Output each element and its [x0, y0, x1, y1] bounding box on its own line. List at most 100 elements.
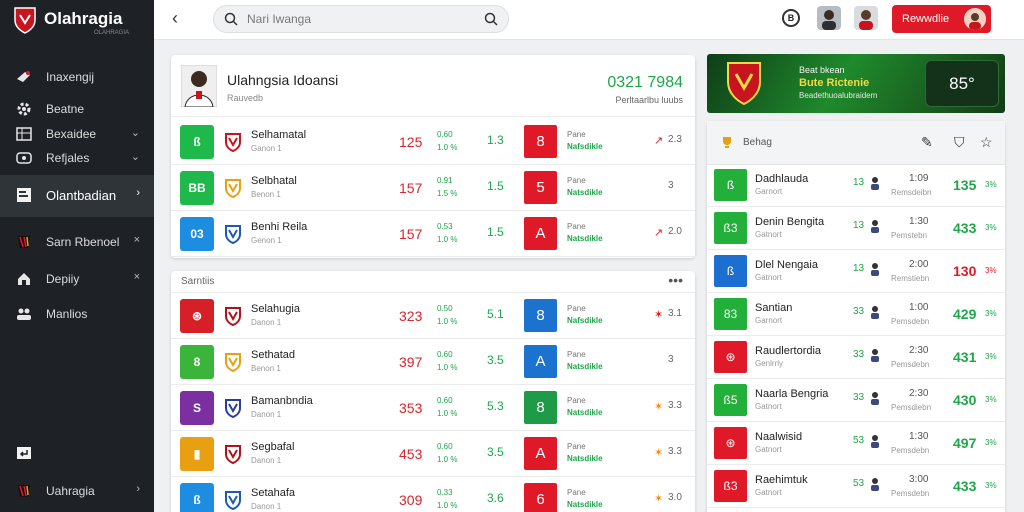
- list-item[interactable]: 83 Santian Garnort 33 1:00 Pemsdebn 429 3%: [707, 294, 1005, 336]
- sidebar-item[interactable]: [0, 441, 154, 465]
- stat-b: 1.0 %: [437, 409, 458, 418]
- sidebar-item[interactable]: Beatne: [0, 97, 154, 121]
- team-name: Santian: [755, 302, 793, 314]
- chevron-icon[interactable]: ×: [133, 234, 140, 246]
- team-badge: ⊛: [714, 341, 747, 373]
- team-name: Naalwisid: [755, 431, 803, 443]
- list-item[interactable]: ß3 Raehimtuk Gatnort 53 3:00 Pemsdebn 433 3%: [707, 466, 1005, 508]
- result-box[interactable]: A: [524, 217, 557, 250]
- table-row[interactable]: S Bamanbndia Danon 1 353 0.60 1.0 % 5.3 8 Pane Na…: [171, 385, 695, 431]
- team-sub: Genon 1: [251, 236, 282, 245]
- search-bar[interactable]: Nari Iwanga: [213, 5, 509, 33]
- result-box[interactable]: 8: [524, 125, 557, 158]
- brand[interactable]: Olahragia OLAHRAGIA: [12, 6, 147, 36]
- sidebar-item[interactable]: Sarn Rbenoel ×: [0, 230, 154, 254]
- list-item[interactable]: ß Dlel Nengaia Gatnort 13 2:00 Remstiebn 130 3%: [707, 251, 1005, 293]
- stat-b: 1.0 %: [437, 143, 458, 152]
- table-row[interactable]: 03 Benhi Reila Genon 1 157 0.53 1.0 % 1.5 A Pane…: [171, 211, 695, 257]
- sidebar-item[interactable]: Inaxengij: [0, 65, 154, 89]
- rank-value: 53: [853, 478, 865, 489]
- team-sub: Gatnort: [755, 230, 782, 239]
- result-box[interactable]: A: [524, 345, 557, 378]
- result-box[interactable]: 5: [524, 171, 557, 204]
- score-percent: 3%: [985, 180, 997, 189]
- table-row[interactable]: ß Setahafa Danon 1 309 0.33 1.0 % 3.6 6 Pane Nats…: [171, 477, 695, 512]
- club-crest-icon: [224, 352, 242, 373]
- player-icon: [871, 392, 879, 405]
- table-row[interactable]: ⊛ Selahugia Danon 1 323 0.50 1.0 % 5.1 8 Pane Naf…: [171, 293, 695, 339]
- result-box[interactable]: 6: [524, 483, 557, 512]
- score-percent: 3%: [985, 223, 997, 232]
- chevron-icon[interactable]: ›: [136, 483, 140, 495]
- main-value: 453: [399, 446, 423, 462]
- box-label: Pane: [567, 130, 586, 139]
- stat-b: 1.0 %: [437, 501, 458, 510]
- table-row[interactable]: 8 Sethatad Benon 1 397 0.60 1.0 % 3.5 A Pane Nats…: [171, 339, 695, 385]
- trend-icon: ✶: [654, 447, 664, 459]
- table-row[interactable]: BB Selbhatal Benon 1 157 0.91 1.5 % 1.5 5 Pane Na…: [171, 165, 695, 211]
- sidebar-item[interactable]: Bexaidee ⌄: [0, 122, 154, 146]
- more-icon[interactable]: •••: [668, 272, 683, 288]
- chevron-icon[interactable]: ⌄: [130, 151, 140, 163]
- result-box[interactable]: 8: [524, 391, 557, 424]
- team-sub: Garnort: [755, 316, 783, 325]
- team-subtitle: Rauvedb: [227, 93, 264, 103]
- sidebar-item[interactable]: Olantbadian ›: [0, 175, 154, 217]
- ratio-value: 3.5: [487, 445, 504, 459]
- shield-icon[interactable]: ⛉: [954, 134, 965, 150]
- table-row[interactable]: ▮ Segbafal Danon 1 453 0.60 1.0 % 3.5 A Pane Nats…: [171, 431, 695, 477]
- score-percent: 3%: [985, 309, 997, 318]
- search-input[interactable]: Nari Iwanga: [247, 12, 312, 26]
- ratio-value: 5.1: [487, 307, 504, 321]
- player-icon: [871, 263, 879, 276]
- team-name: Naarla Bengria: [755, 388, 829, 400]
- stat-a: 0.60: [437, 350, 453, 359]
- team-card-header: Ulahngsia Idoansi Rauvedb 0321 7984 Perl…: [171, 55, 695, 117]
- result-box[interactable]: 8: [524, 299, 557, 332]
- sidebar-item-label: Uahragia: [46, 484, 95, 498]
- avatar[interactable]: [854, 6, 878, 30]
- sidebar-item-label: Refjales: [46, 151, 90, 165]
- chevron-icon[interactable]: ⌄: [130, 127, 140, 139]
- club-crest-icon: [224, 178, 242, 199]
- chevron-icon[interactable]: ›: [136, 187, 140, 199]
- time-value: 1:09: [909, 173, 929, 184]
- trend-icon: ✶: [654, 401, 664, 413]
- sidebar-item[interactable]: Refjales ⌄: [0, 146, 154, 170]
- team-name: Dlel Nengaia: [755, 259, 818, 271]
- time-label: Pemsdebn: [891, 489, 930, 498]
- chevron-left-icon[interactable]: ‹: [172, 8, 178, 28]
- list-item[interactable]: ß Dadhlauda Garnort 13 1:09 Remsdeibn 135 3%: [707, 165, 1005, 207]
- chevron-icon[interactable]: ×: [133, 271, 140, 283]
- coin-icon[interactable]: B: [782, 9, 800, 27]
- search-submit-icon[interactable]: [484, 12, 498, 26]
- cta-button[interactable]: Rewwdlie: [892, 5, 991, 33]
- trend-value: 3.0: [668, 492, 682, 503]
- list-item[interactable]: ⊛ Raudlertordia Genlrrly 33 2:30 Pemsdebn 431 3…: [707, 337, 1005, 379]
- gear-icon: [16, 101, 32, 117]
- promo-banner[interactable]: Beat bkean Bute Rictenie Beadethuoalubra…: [707, 54, 1005, 113]
- time-label: Pemsdiebn: [891, 403, 932, 412]
- sidebar-item[interactable]: Uahragia ›: [0, 479, 154, 503]
- banner-line-1: Beat bkean: [799, 65, 845, 75]
- time-value: 2:30: [909, 345, 929, 356]
- team-sub: Gatnort: [755, 402, 782, 411]
- result-box[interactable]: A: [524, 437, 557, 470]
- edit-icon[interactable]: ✎: [921, 134, 933, 150]
- score-value: 497: [953, 435, 977, 451]
- player-icon: [871, 478, 879, 491]
- list-item[interactable]: ß5 Naarla Bengria Gatnort 33 2:30 Pemsdiebn 43…: [707, 380, 1005, 422]
- player-icon: [871, 177, 879, 190]
- user-avatar-icon: [964, 8, 986, 30]
- list-item[interactable]: ⊛ Naalwisid Gatnort 53 1:30 Pemsdebn 497 3%: [707, 423, 1005, 465]
- page-title: Ulahngsia Idoansi: [227, 72, 339, 88]
- avatar[interactable]: [817, 6, 841, 30]
- sidebar-item[interactable]: Manlios: [0, 302, 154, 326]
- table-row[interactable]: ß Selhamatal Ganon 1 125 0.60 1.0 % 1.3 8 Pane Na…: [171, 119, 695, 165]
- sidebar-item[interactable]: Depiiy ×: [0, 267, 154, 291]
- star-icon[interactable]: ☆: [980, 134, 993, 150]
- player-icon: [871, 349, 879, 362]
- list-item[interactable]: ß3 Denin Bengita Gatnort 13 1:30 Pemstebn 433 3…: [707, 208, 1005, 250]
- team-sub: Benon 1: [251, 364, 281, 373]
- standings-panel: Behag ✎ ⛉ ☆ ß Dadhlauda Garnort 13 1:09 Remsd…: [707, 121, 1005, 512]
